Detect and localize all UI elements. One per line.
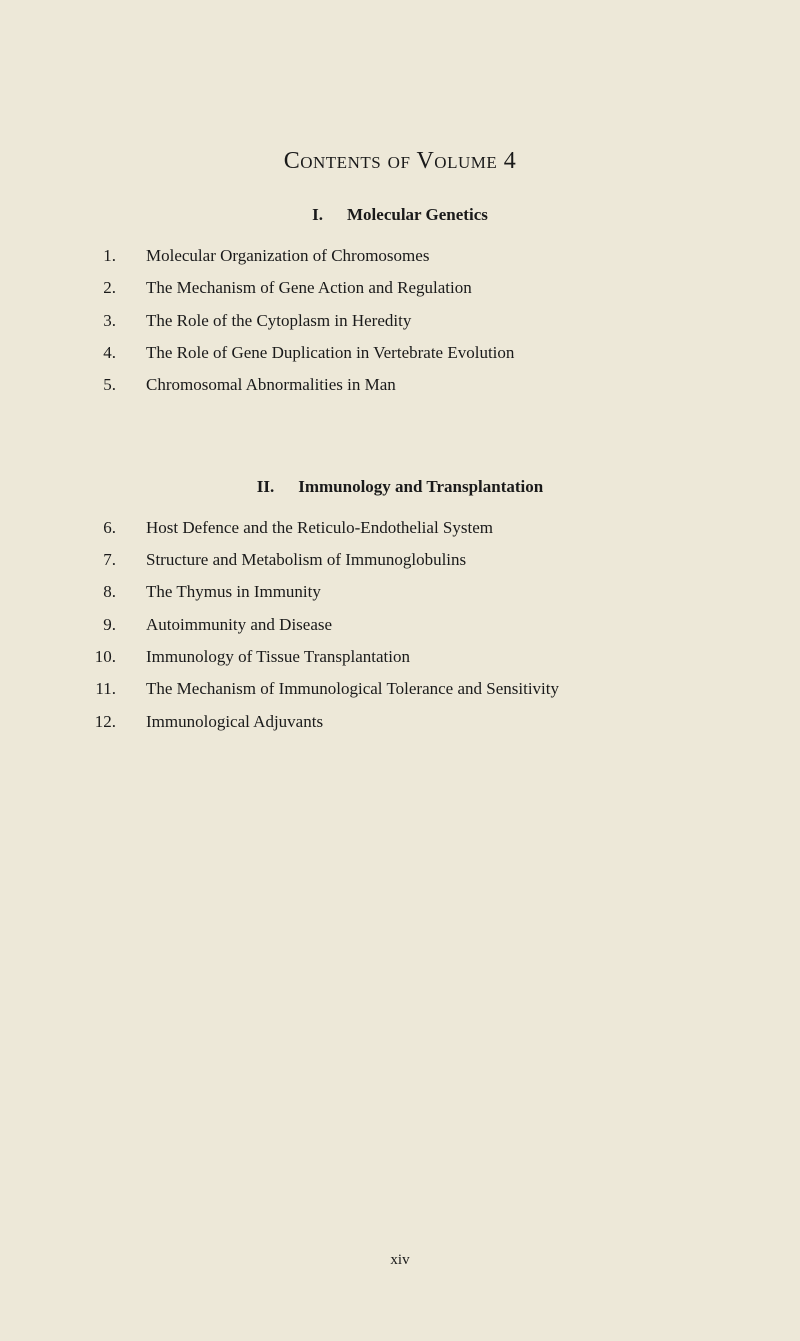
toc-item-number: 8. (90, 579, 146, 605)
section-1: I. Molecular Genetics 1. Molecular Organi… (90, 205, 710, 399)
toc-item-text: Immunology of Tissue Transplantation (146, 644, 710, 670)
toc-item-text: The Mechanism of Gene Action and Regulat… (146, 275, 710, 301)
toc-item: 8. The Thymus in Immunity (90, 579, 710, 605)
toc-item: 3. The Role of the Cytoplasm in Heredity (90, 308, 710, 334)
toc-item: 6. Host Defence and the Reticulo-Endothe… (90, 515, 710, 541)
toc-item-text: Molecular Organization of Chromosomes (146, 243, 710, 269)
toc-item-text: Host Defence and the Reticulo-Endothelia… (146, 515, 710, 541)
toc-item-number: 1. (90, 243, 146, 269)
section-1-title: Molecular Genetics (347, 205, 488, 224)
section-1-roman: I. (312, 205, 323, 224)
toc-item-text: The Thymus in Immunity (146, 579, 710, 605)
section-2-heading: II. Immunology and Transplantation (90, 477, 710, 497)
section-2-list: 6. Host Defence and the Reticulo-Endothe… (90, 515, 710, 735)
section-2: II. Immunology and Transplantation 6. Hos… (90, 477, 710, 735)
toc-item-text: Immunological Adjuvants (146, 709, 710, 735)
toc-item-number: 12. (90, 709, 146, 735)
toc-item-number: 5. (90, 372, 146, 398)
toc-item: 9. Autoimmunity and Disease (90, 612, 710, 638)
page-title: Contents of Volume 4 (90, 148, 710, 175)
toc-item: 2. The Mechanism of Gene Action and Regu… (90, 275, 710, 301)
toc-item-text: Autoimmunity and Disease (146, 612, 710, 638)
toc-item-text: The Role of the Cytoplasm in Heredity (146, 308, 710, 334)
page-content: Contents of Volume 4 I. Molecular Genetic… (0, 0, 800, 853)
section-1-heading: I. Molecular Genetics (90, 205, 710, 225)
toc-item-text: The Mechanism of Immunological Tolerance… (146, 676, 710, 702)
toc-item-text: The Role of Gene Duplication in Vertebra… (146, 340, 710, 366)
toc-item: 10. Immunology of Tissue Transplantation (90, 644, 710, 670)
toc-item-number: 11. (90, 676, 146, 702)
toc-item: 5. Chromosomal Abnormalities in Man (90, 372, 710, 398)
toc-item: 7. Structure and Metabolism of Immunoglo… (90, 547, 710, 573)
page-number: xiv (0, 1252, 800, 1269)
toc-item-number: 6. (90, 515, 146, 541)
toc-item: 4. The Role of Gene Duplication in Verte… (90, 340, 710, 366)
toc-item-number: 4. (90, 340, 146, 366)
section-1-list: 1. Molecular Organization of Chromosomes… (90, 243, 710, 399)
toc-item-number: 2. (90, 275, 146, 301)
toc-item: 1. Molecular Organization of Chromosomes (90, 243, 710, 269)
toc-item-number: 7. (90, 547, 146, 573)
toc-item: 12. Immunological Adjuvants (90, 709, 710, 735)
toc-item-text: Chromosomal Abnormalities in Man (146, 372, 710, 398)
toc-item-number: 10. (90, 644, 146, 670)
toc-item-text: Structure and Metabolism of Immunoglobul… (146, 547, 710, 573)
toc-item: 11. The Mechanism of Immunological Toler… (90, 676, 710, 702)
section-2-title: Immunology and Transplantation (298, 477, 543, 496)
toc-item-number: 9. (90, 612, 146, 638)
toc-item-number: 3. (90, 308, 146, 334)
section-2-roman: II. (257, 477, 274, 496)
